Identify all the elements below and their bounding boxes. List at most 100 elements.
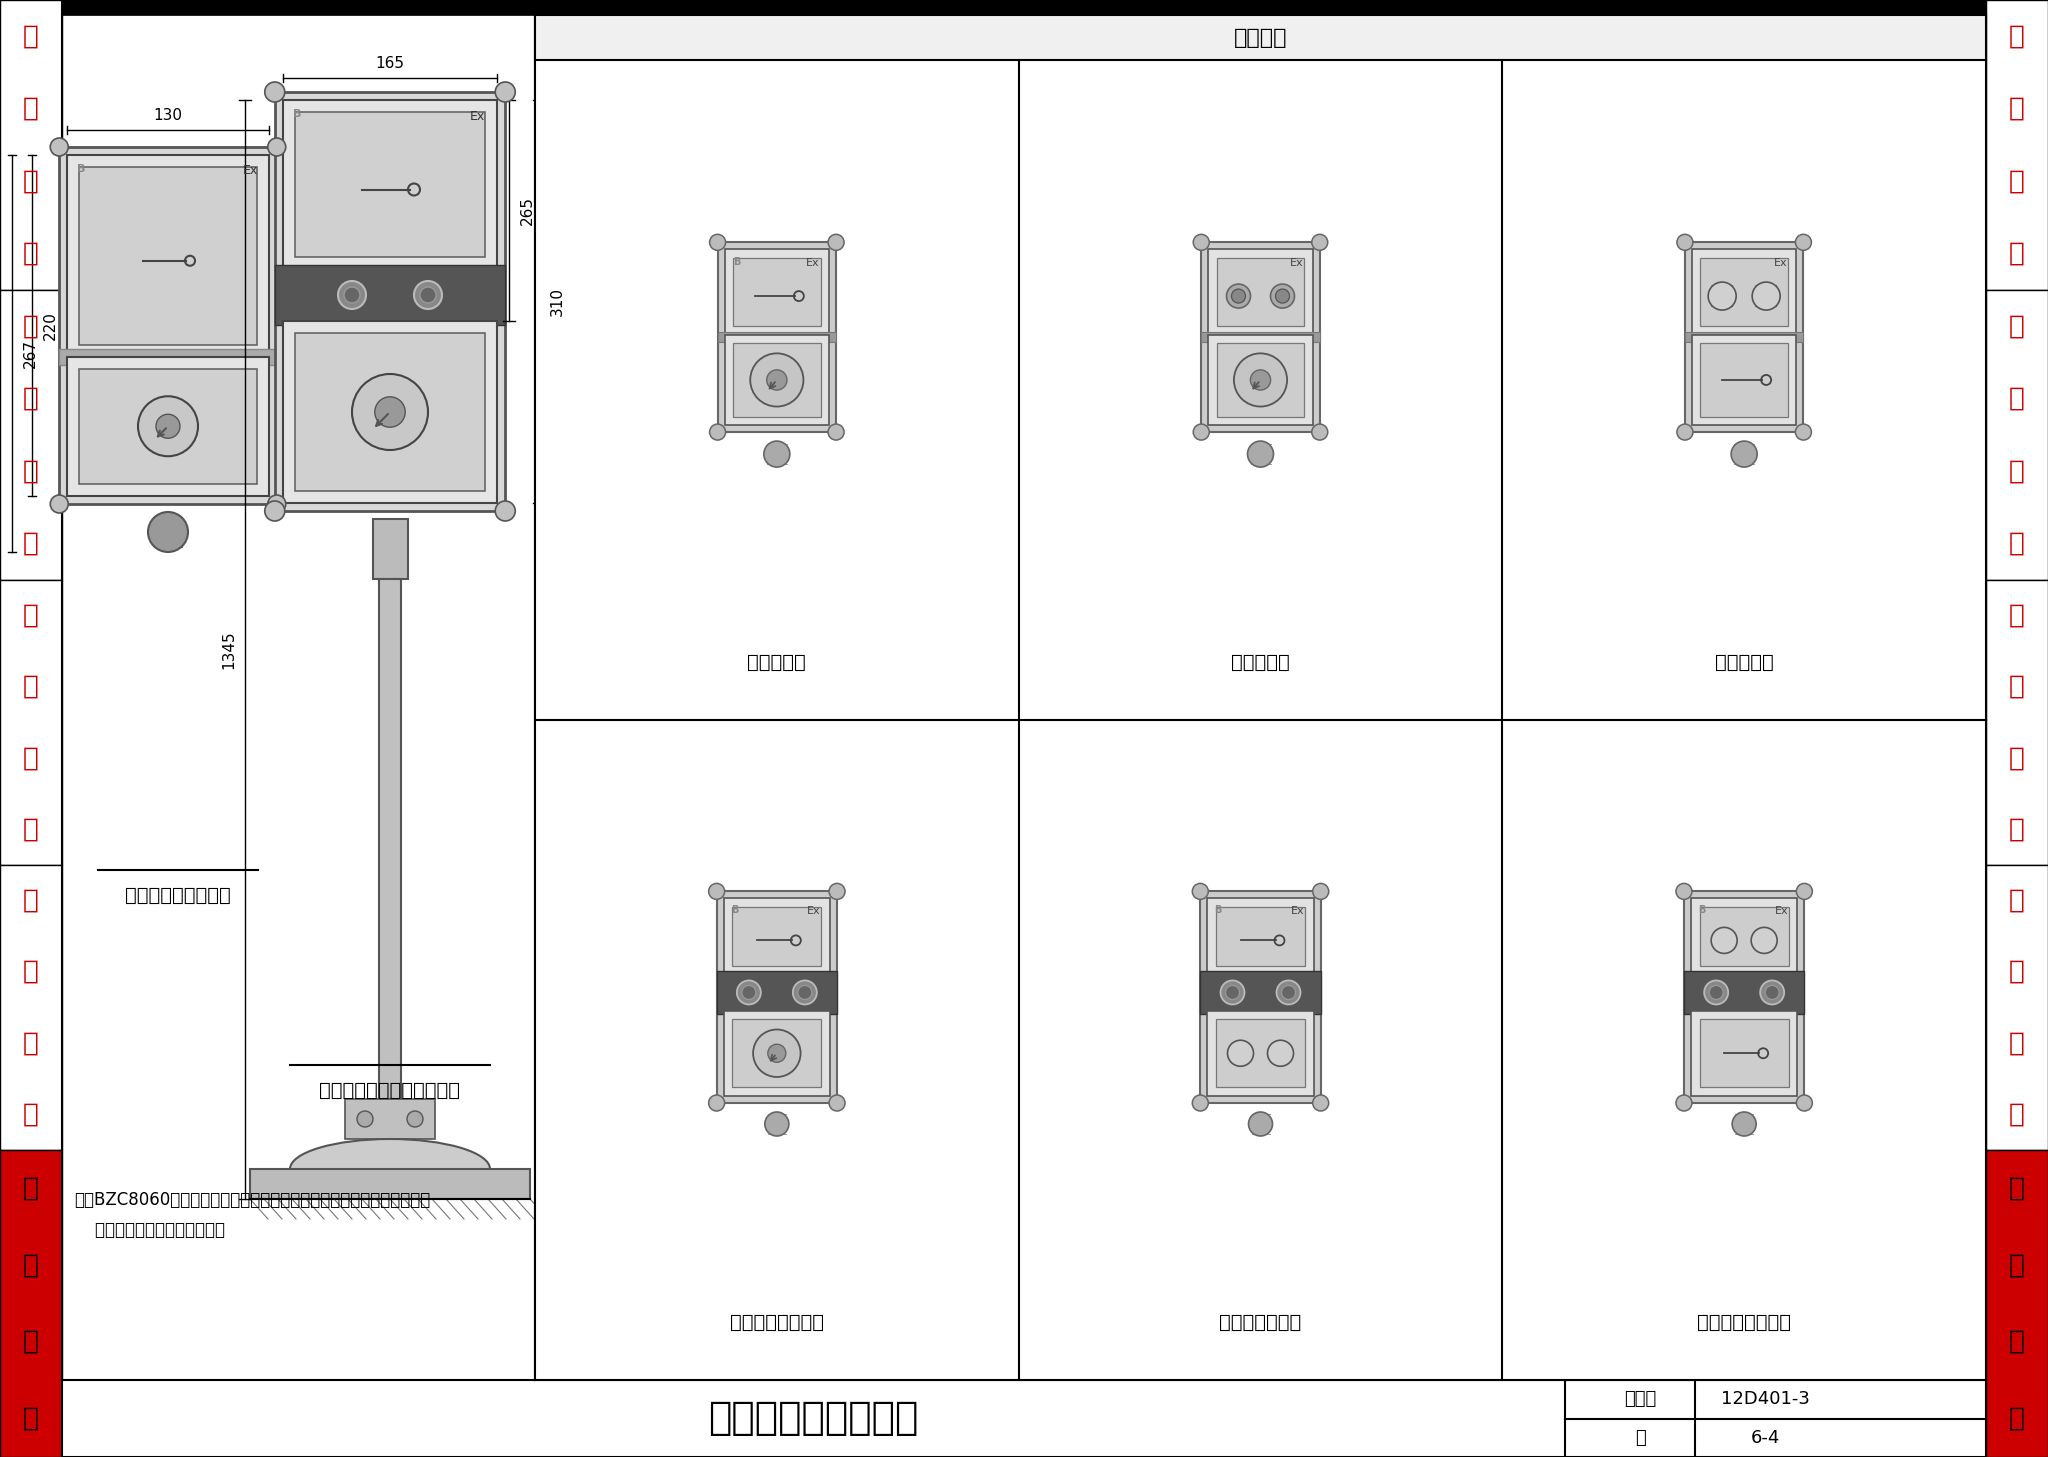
Circle shape (338, 281, 367, 309)
Text: 全塑防爆防腐操作柱: 全塑防爆防腐操作柱 (709, 1400, 920, 1438)
Circle shape (1675, 1096, 1692, 1112)
Bar (80, 369, 256, 484)
Ellipse shape (291, 1139, 489, 1199)
Text: 130: 130 (154, 108, 182, 124)
Text: 6-4: 6-4 (1751, 1429, 1780, 1447)
Circle shape (709, 424, 725, 440)
Circle shape (1753, 283, 1780, 310)
Circle shape (829, 1096, 846, 1112)
Bar (1208, 899, 1313, 975)
Text: Ex: Ex (1290, 258, 1305, 268)
Text: 一表一开关两按钮: 一表一开关两按钮 (729, 1313, 823, 1332)
Bar (68, 357, 268, 495)
Circle shape (1221, 981, 1245, 1004)
Circle shape (1677, 235, 1694, 251)
Circle shape (1192, 883, 1208, 899)
Circle shape (1731, 441, 1757, 468)
Bar (1217, 344, 1305, 417)
Circle shape (827, 235, 844, 251)
Circle shape (1796, 1096, 1812, 1112)
Circle shape (375, 396, 406, 427)
Circle shape (799, 985, 811, 1000)
Text: 封: 封 (23, 240, 39, 267)
Circle shape (709, 1096, 725, 1112)
Circle shape (408, 1112, 424, 1128)
Bar (80, 168, 256, 344)
Text: 力: 力 (23, 386, 39, 412)
Bar (68, 154, 268, 357)
Bar (1217, 906, 1305, 966)
Bar (535, 15, 1987, 1380)
Circle shape (1759, 981, 1784, 1004)
Text: 弱: 弱 (23, 887, 39, 914)
Circle shape (496, 501, 516, 522)
Bar (733, 1018, 821, 1087)
Text: Ex: Ex (1774, 258, 1788, 268)
Text: 两灯一开关: 两灯一开关 (1714, 653, 1774, 672)
Bar (373, 519, 408, 578)
Circle shape (137, 396, 199, 456)
Circle shape (264, 501, 285, 522)
Bar (61, 1380, 1987, 1457)
Text: 165: 165 (375, 57, 406, 71)
Text: B: B (1698, 905, 1706, 915)
Text: 技: 技 (2009, 1176, 2025, 1202)
Bar (717, 332, 836, 342)
Text: 明: 明 (23, 675, 39, 699)
Text: 电: 电 (23, 959, 39, 985)
Circle shape (827, 424, 844, 440)
Text: 动: 动 (2009, 313, 2025, 339)
Text: 力: 力 (2009, 386, 2025, 412)
Circle shape (51, 495, 68, 513)
Circle shape (766, 370, 786, 390)
Bar (1987, 865, 2048, 1150)
Circle shape (754, 1030, 801, 1077)
Circle shape (1227, 284, 1251, 307)
Text: Ex: Ex (1290, 906, 1305, 916)
Text: 两按钮两灯一开关: 两按钮两灯一开关 (1698, 1313, 1792, 1332)
Circle shape (1227, 1040, 1253, 1067)
Circle shape (264, 82, 285, 102)
Circle shape (1704, 981, 1729, 1004)
Text: 灯: 灯 (2009, 745, 2025, 771)
Circle shape (1251, 370, 1270, 390)
Circle shape (709, 235, 725, 251)
Text: 资: 资 (23, 1329, 39, 1355)
Text: 照: 照 (23, 603, 39, 628)
Text: 密: 密 (2009, 168, 2025, 194)
Text: 备: 备 (23, 1101, 39, 1128)
Bar (1208, 335, 1313, 425)
Circle shape (1708, 283, 1737, 310)
Circle shape (764, 1112, 788, 1136)
Text: 一表两按钮: 一表两按钮 (1231, 653, 1290, 672)
Bar (274, 92, 506, 511)
Circle shape (496, 82, 516, 102)
Bar (1202, 242, 1319, 433)
Circle shape (741, 985, 756, 1000)
Bar (61, 0, 1987, 15)
Text: 1345: 1345 (221, 631, 236, 669)
Text: 设: 设 (2009, 459, 2025, 484)
Circle shape (1270, 284, 1294, 307)
Bar (344, 1099, 434, 1139)
Bar (1208, 1011, 1313, 1096)
Circle shape (344, 287, 360, 303)
Bar (725, 335, 829, 425)
Circle shape (1313, 1096, 1329, 1112)
Circle shape (1194, 424, 1208, 440)
Bar (295, 112, 485, 256)
Bar (725, 249, 829, 335)
Bar (1987, 580, 2048, 865)
Circle shape (768, 1045, 786, 1062)
Bar (1686, 242, 1804, 433)
Text: 一表一开关两按钮（立式）: 一表一开关两按钮（立式） (319, 1081, 461, 1100)
Text: 一表一开关（挂式）: 一表一开关（挂式） (125, 886, 231, 905)
Text: 备: 备 (2009, 530, 2025, 557)
Circle shape (414, 281, 442, 309)
Circle shape (420, 287, 436, 303)
Bar (733, 258, 821, 326)
Bar (733, 344, 821, 417)
Bar (717, 892, 838, 1103)
Circle shape (1313, 235, 1327, 251)
Text: 具: 具 (23, 816, 39, 842)
